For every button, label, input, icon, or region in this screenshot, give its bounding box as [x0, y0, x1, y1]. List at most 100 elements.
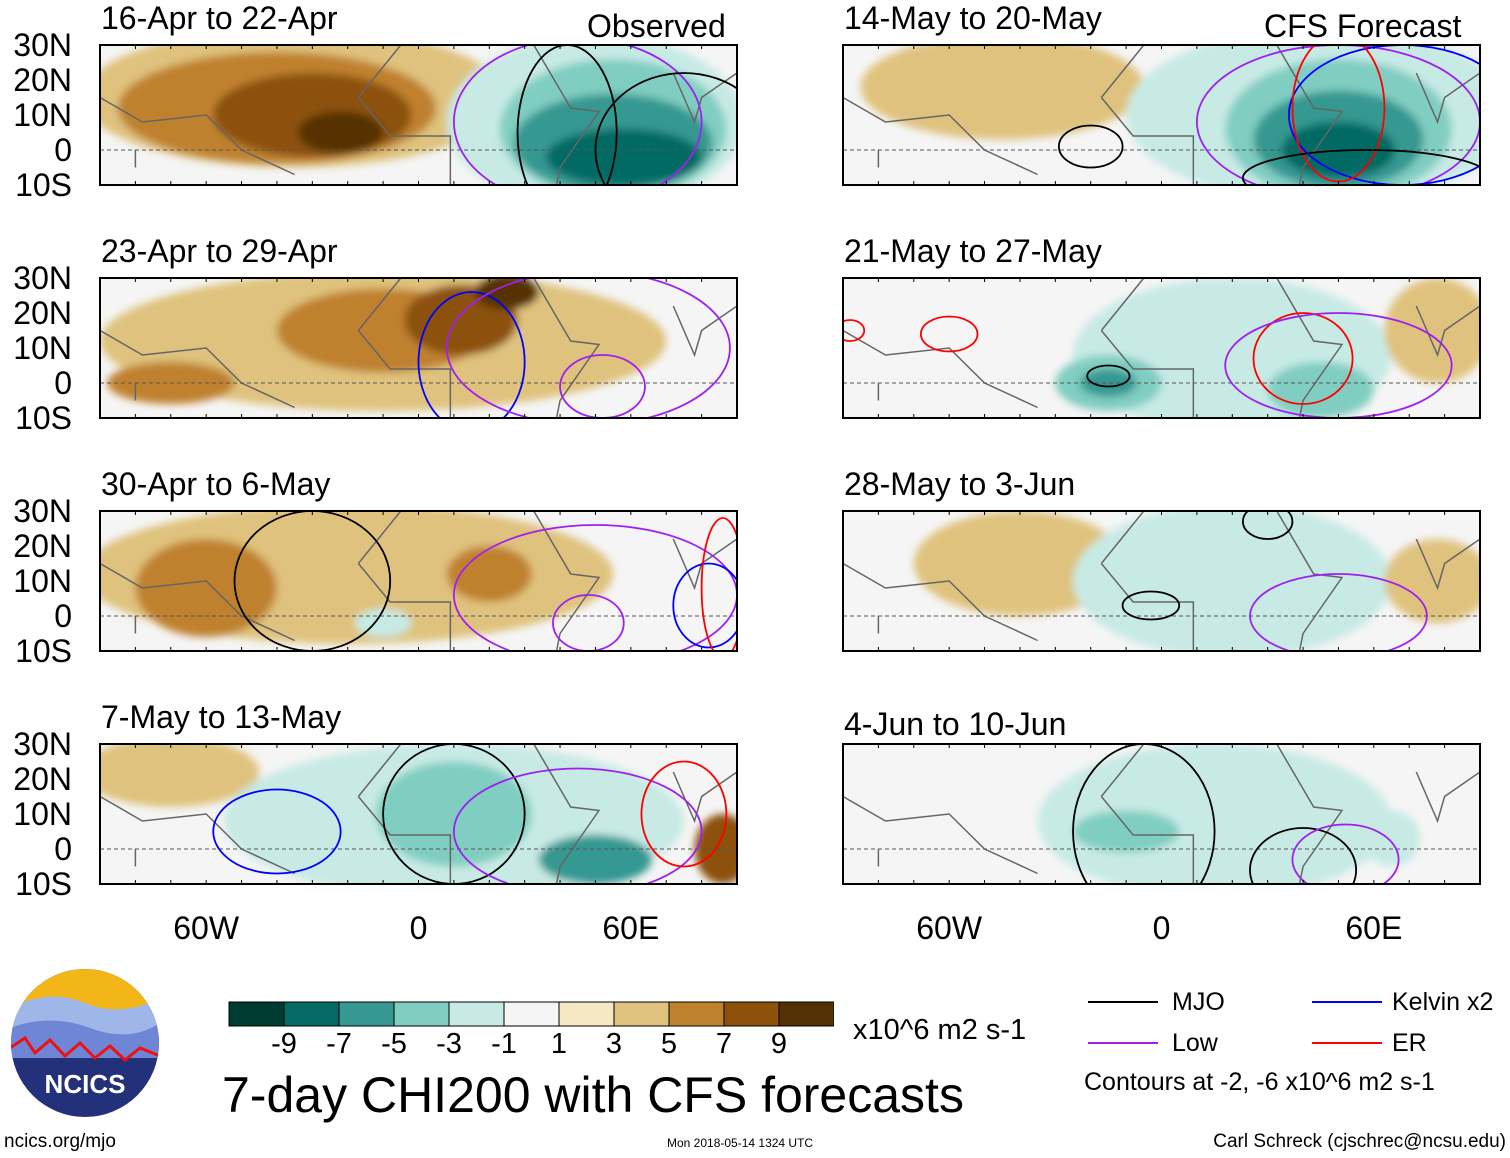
map-panel — [843, 278, 1480, 418]
lat-tick-label: 30N — [13, 726, 72, 762]
lat-tick-label: 10N — [13, 563, 72, 599]
contour-kelvin — [417, 291, 526, 418]
colorbar-swatch — [558, 1001, 615, 1027]
logo-text: NCICS — [45, 1069, 126, 1099]
lat-tick-label: 20N — [13, 528, 72, 564]
legend-line-kelvin — [1312, 1001, 1382, 1003]
contour-low — [559, 354, 646, 418]
panel-title: 14-May to 20-May — [844, 0, 1102, 36]
lat-tick-label: 20N — [13, 62, 72, 98]
lat-tick-label: 20N — [13, 761, 72, 797]
coastline — [843, 45, 1480, 185]
panel-title: 16-Apr to 22-Apr — [101, 0, 338, 36]
contour-low — [1224, 312, 1453, 418]
map-panel — [843, 744, 1480, 884]
contour-mjo — [382, 744, 526, 884]
panel-title: 4-Jun to 10-Jun — [844, 706, 1067, 742]
colorbar-swatch — [338, 1001, 395, 1027]
anomaly-region — [135, 539, 277, 637]
contour-low — [445, 278, 731, 418]
coastline — [100, 744, 737, 884]
anomaly-region — [100, 744, 260, 807]
lon-tick-label: 60W — [173, 910, 240, 946]
footer-url[interactable]: ncics.org/mjo — [4, 1131, 116, 1152]
shading-layer — [100, 278, 667, 411]
colorbar-swatch — [613, 1001, 670, 1027]
lat-tick-label: 20N — [13, 295, 72, 331]
panel-title: 23-Apr to 29-Apr — [101, 233, 338, 269]
main-title: 7-day CHI200 with CFS forecasts — [222, 1067, 964, 1123]
lon-tick-label: 60E — [1345, 910, 1403, 946]
coastline — [100, 278, 737, 418]
colorbar-tick-label: -3 — [436, 1028, 462, 1060]
lat-tick-label: 0 — [54, 132, 72, 168]
lat-tick-label: 10N — [13, 330, 72, 366]
contour-low — [453, 524, 737, 651]
anomaly-region — [538, 835, 653, 884]
shading-layer — [100, 45, 737, 185]
coastline — [843, 744, 1480, 884]
anomaly-region — [913, 511, 1127, 616]
legend-label-er: ER — [1392, 1029, 1427, 1057]
panel-title: 7-May to 13-May — [101, 699, 342, 735]
colorbar-tick-label: -9 — [271, 1028, 297, 1060]
ncics-logo: NCICS — [11, 969, 159, 1117]
forecast-label: CFS Forecast — [1264, 8, 1462, 44]
anomaly-region — [1384, 539, 1480, 623]
contour-mjo — [1072, 744, 1216, 884]
colorbar-tick-label: -5 — [381, 1028, 407, 1060]
lat-tick-label: 0 — [54, 598, 72, 634]
legend-line-low — [1088, 1042, 1158, 1044]
contour-er — [843, 319, 866, 342]
lat-tick-label: 10S — [15, 400, 72, 436]
footer-timestamp: Mon 2018-05-14 1324 UTC — [667, 1136, 814, 1150]
map-panel — [843, 511, 1480, 651]
colorbar-swatch — [503, 1001, 560, 1027]
map-panel — [100, 278, 737, 418]
colorbar-swatch — [778, 1001, 834, 1027]
contour-er — [640, 760, 728, 868]
contour-low — [552, 594, 625, 651]
colorbar-tick-label: 9 — [770, 1028, 788, 1060]
colorbar-tick-label: 3 — [605, 1028, 623, 1060]
legend-line-er — [1312, 1042, 1382, 1044]
colorbar-swatch — [448, 1001, 505, 1027]
observed-label: Observed — [587, 8, 726, 44]
colorbar-tick-label: 7 — [715, 1028, 733, 1060]
coastline — [843, 278, 1480, 418]
anomaly-region — [446, 546, 532, 602]
anomaly-region — [1363, 810, 1420, 867]
map-panel — [100, 45, 737, 185]
lat-tick-label: 10S — [15, 866, 72, 902]
colorbar-swatch — [283, 1001, 340, 1027]
lat-tick-label: 0 — [54, 831, 72, 867]
shading-layer — [100, 511, 614, 644]
panel-title: 21-May to 27-May — [844, 233, 1102, 269]
contour-mjo — [233, 511, 392, 651]
footer-credit: Carl Schreck (cjschrec@ncsu.edu) — [1213, 1131, 1506, 1152]
lon-tick-label: 0 — [409, 910, 428, 946]
colorbar-tick-label: 5 — [660, 1028, 678, 1060]
contour-mjo — [1242, 149, 1480, 185]
anomaly-region — [376, 761, 532, 867]
contour-mjo — [594, 72, 737, 185]
anomaly-region — [298, 111, 384, 154]
contour-low — [1249, 573, 1428, 651]
contour-low — [1196, 45, 1480, 185]
contour-er — [919, 315, 979, 353]
contour-low — [453, 767, 703, 884]
lon-tick-label: 60E — [602, 910, 660, 946]
anomaly-region — [1080, 369, 1137, 397]
lat-tick-label: 10N — [13, 97, 72, 133]
anomaly-region — [1267, 362, 1374, 418]
legend-label-low: Low — [1172, 1029, 1218, 1057]
colorbar-swatch — [668, 1001, 725, 1027]
anomaly-region — [1384, 278, 1480, 383]
lat-tick-label: 10N — [13, 796, 72, 832]
legend-line-mjo — [1088, 1001, 1158, 1003]
anomaly-region — [475, 278, 539, 310]
contour-note: Contours at -2, -6 x10^6 m2 s-1 — [1084, 1068, 1435, 1096]
colorbar-units: x10^6 m2 s-1 — [853, 1014, 1027, 1046]
